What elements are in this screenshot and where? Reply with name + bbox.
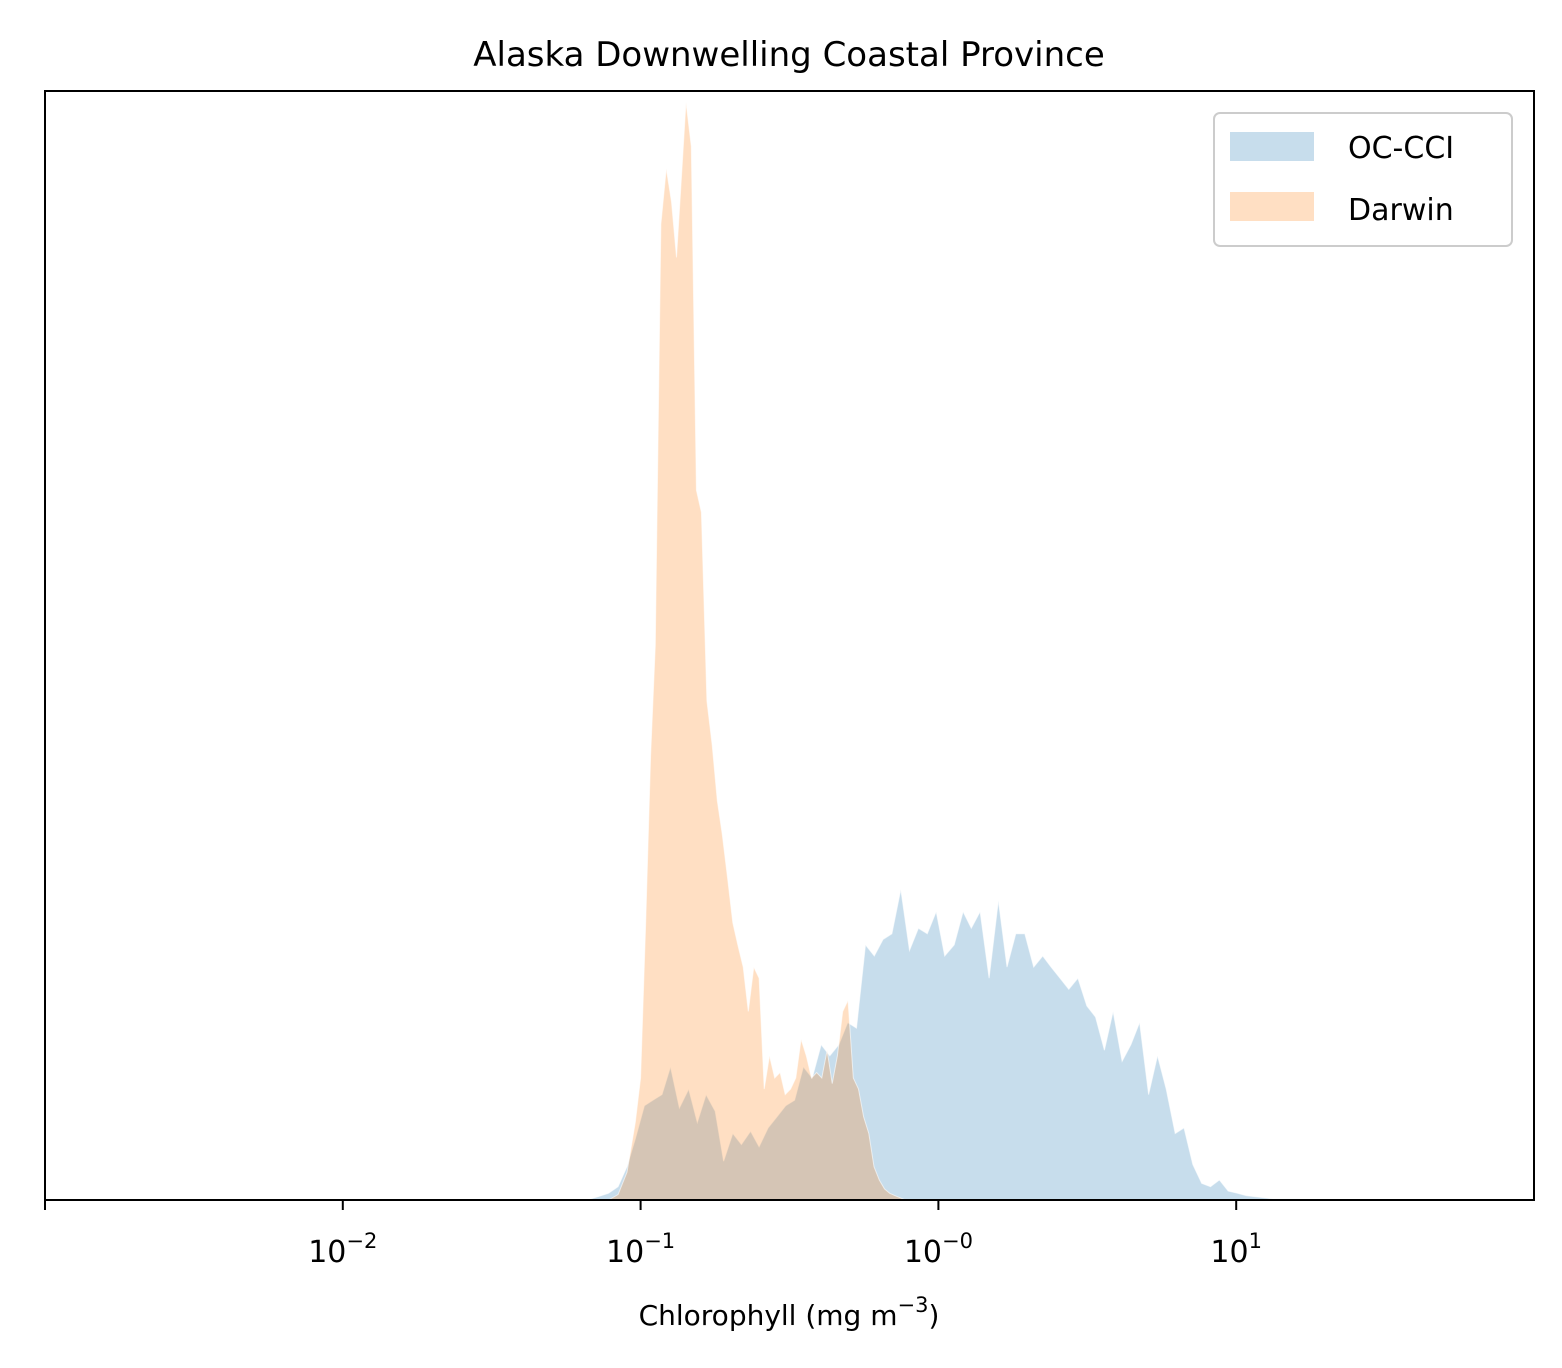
x-axis: 10−2 10−1 10−0 101 xyxy=(44,1200,1262,1270)
x-tick-label: 10−0 xyxy=(904,1229,973,1270)
x-tick-label-exponent: −1 xyxy=(644,1229,675,1253)
x-axis-label-main: Chlorophyll (mg m xyxy=(639,1299,898,1332)
x-axis-label-suffix: ) xyxy=(928,1299,939,1332)
x-tick-label-exponent: 1 xyxy=(1249,1229,1262,1253)
x-tick-label-base: 10 xyxy=(606,1235,644,1270)
series-layer xyxy=(586,102,1308,1201)
x-tick-label-base: 10 xyxy=(308,1235,346,1270)
legend-swatch-oc-cci xyxy=(1230,132,1314,161)
x-tick-label-exponent: −0 xyxy=(942,1229,973,1253)
legend-label-darwin: Darwin xyxy=(1348,193,1454,228)
x-tick-label-base: 10 xyxy=(1210,1235,1248,1270)
chart-title: Alaska Downwelling Coastal Province xyxy=(473,35,1105,75)
legend-label-oc-cci: OC-CCI xyxy=(1348,131,1454,166)
legend-frame xyxy=(1213,112,1513,247)
series-area-darwin xyxy=(606,102,906,1201)
legend: OC-CCI Darwin xyxy=(1213,112,1513,247)
x-tick-label-base: 10 xyxy=(904,1235,942,1270)
x-axis-label-exponent: −3 xyxy=(898,1293,929,1317)
series-area-oc-cci xyxy=(586,889,1308,1201)
plot-area-frame xyxy=(44,90,1535,1201)
legend-swatch-darwin xyxy=(1230,192,1314,221)
x-tick-label: 101 xyxy=(1210,1229,1262,1270)
x-tick-label: 10−1 xyxy=(606,1229,675,1270)
x-tick-label: 10−2 xyxy=(308,1229,377,1270)
x-axis-label: Chlorophyll (mg m−3) xyxy=(639,1293,940,1332)
x-tick-label-exponent: −2 xyxy=(346,1229,377,1253)
